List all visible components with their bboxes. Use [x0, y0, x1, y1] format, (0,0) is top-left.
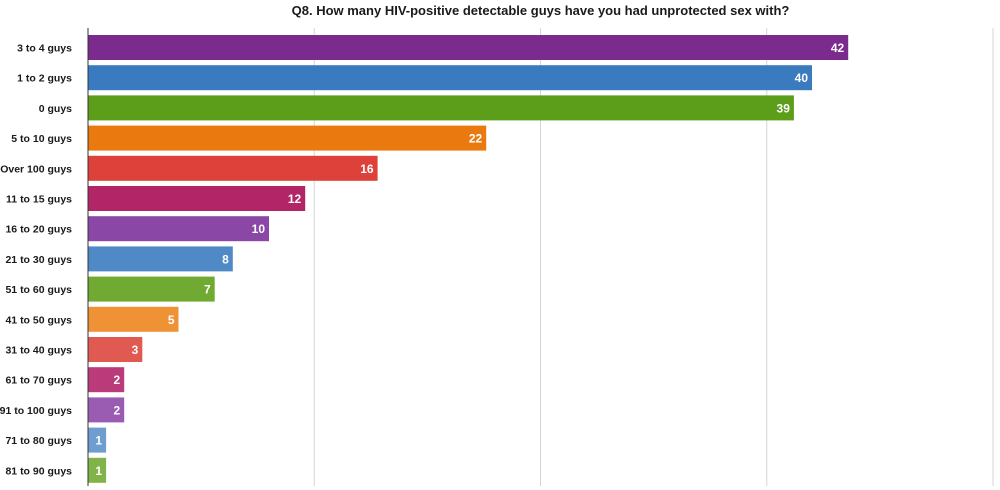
value-label: 1: [95, 464, 102, 478]
bar: [88, 427, 107, 453]
chart-title: Q8. How many HIV-positive detectable guy…: [291, 3, 790, 18]
value-label: 12: [288, 192, 302, 206]
bar: [88, 276, 215, 302]
bar: [88, 246, 233, 272]
value-label: 39: [777, 101, 791, 115]
value-label: 10: [252, 222, 266, 236]
category-label: 11 to 15 guys: [6, 194, 72, 206]
category-label: 16 to 20 guys: [5, 224, 72, 236]
bar: [88, 95, 794, 121]
category-label: 71 to 80 guys: [5, 435, 72, 447]
category-label: 51 to 60 guys: [5, 284, 72, 296]
value-label: 3: [132, 343, 139, 357]
bar: [88, 337, 143, 362]
bar: [88, 306, 179, 332]
category-label: 5 to 10 guys: [11, 133, 72, 145]
category-label: 41 to 50 guys: [5, 314, 72, 326]
bar: [88, 35, 849, 60]
value-label: 7: [204, 283, 211, 297]
value-label: 16: [360, 162, 374, 176]
bar: [88, 457, 107, 483]
value-label: 40: [795, 71, 809, 85]
bar: [88, 216, 269, 242]
value-label: 8: [222, 252, 229, 266]
value-label: 1: [95, 434, 102, 448]
category-label: 61 to 70 guys: [5, 375, 72, 387]
bar: [88, 367, 125, 393]
y-axis: 3 to 4 guys 1 to 2 guys 0 guys 5 to 10 guys…: [0, 28, 89, 486]
bar: [88, 65, 812, 91]
bar: [88, 155, 378, 181]
bar: [88, 397, 125, 423]
category-label: 91 to 100 guys: [0, 405, 72, 417]
category-label: 0 guys: [39, 103, 72, 115]
category-label: 81 to 90 guys: [5, 465, 72, 477]
category-label: 3 to 4 guys: [17, 43, 72, 55]
category-label: 21 to 30 guys: [5, 254, 72, 266]
value-label: 42: [831, 41, 845, 55]
bar: [88, 186, 306, 211]
value-label: 2: [114, 373, 121, 387]
category-label: Over 100 guys: [0, 163, 72, 175]
category-label: 1 to 2 guys: [17, 73, 72, 85]
category-label: 31 to 40 guys: [5, 345, 72, 357]
value-label: 2: [114, 403, 121, 417]
bar: [88, 125, 487, 151]
value-label: 5: [168, 313, 175, 327]
value-label: 22: [469, 132, 483, 146]
